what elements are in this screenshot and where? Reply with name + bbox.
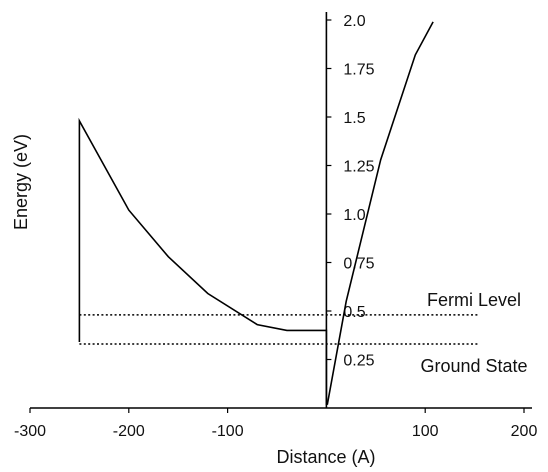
y-tick-group: 0.25 0.5 0.75 1.0 1.25 1.5 1.75 2.0 [326,13,375,370]
reference-lines: Fermi Level Ground State [79,290,528,376]
reference-line-label: Fermi Level [427,290,521,310]
y-tick-label: 1.0 [343,207,365,224]
energy-curve [78,21,434,405]
y-tick-label: 0.5 [343,304,365,321]
x-tick-label: -200 [113,423,145,440]
y-tick-label: 1.5 [343,110,365,127]
series-group [78,21,434,405]
x-tick-label: 100 [412,423,439,440]
x-axis-title: Distance (A) [276,447,375,467]
x-tick-group: -300 -200 -100 100 200 [14,408,537,440]
x-tick-label: -100 [212,423,244,440]
y-tick-label: 0.25 [343,353,374,370]
y-tick-label: 1.75 [343,62,374,79]
x-tick-label: -300 [14,423,46,440]
y-tick-label: 2.0 [343,13,365,30]
y-tick-label: 1.25 [343,159,374,176]
y-tick-label: 0.75 [343,256,374,273]
y-axis-title: Energy (eV) [11,134,31,230]
reference-line-label: Ground State [420,356,527,376]
axes [30,12,532,409]
x-tick-label: 200 [511,423,538,440]
